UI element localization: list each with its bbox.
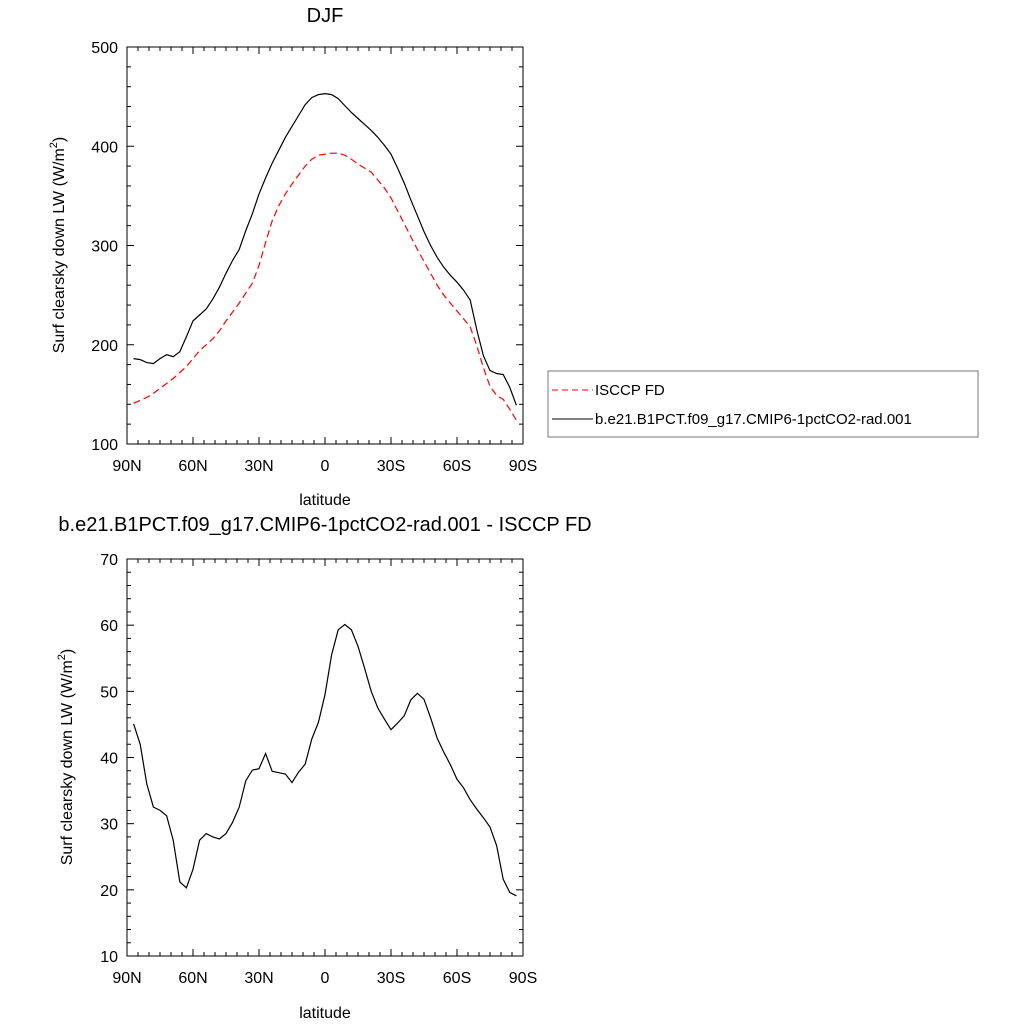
y-axis-label: Surf clearsky down LW (W/m2) — [56, 649, 76, 866]
plot-frame — [126, 558, 524, 957]
x-axis: 90N 60N 30N 0 30S 60S 90S — [112, 559, 537, 987]
x-tick-label: 30S — [377, 970, 405, 987]
y-tick-label: 50 — [100, 684, 118, 701]
x-axis-label: latitude — [299, 492, 351, 509]
y-tick-label: 300 — [91, 239, 118, 256]
x-tick-label: 90S — [509, 458, 537, 475]
legend-label-isccp-fd: ISCCP FD — [595, 382, 665, 399]
series-line-1 — [133, 623, 517, 897]
x-tick-label: 90N — [112, 970, 141, 987]
x-axis: 90N 60N 30N 0 30S 60S 90S — [112, 47, 537, 475]
y-tick-label: 40 — [100, 751, 118, 768]
legend-box — [547, 370, 979, 438]
series-line-1 — [133, 152, 517, 421]
series-group — [133, 623, 517, 897]
y-tick-label: 500 — [91, 40, 118, 57]
series-group — [133, 92, 517, 421]
x-axis-label: latitude — [299, 1005, 351, 1022]
x-tick-label: 30N — [244, 458, 273, 475]
y-tick-label: 10 — [100, 949, 118, 966]
y-tick-label: 70 — [100, 552, 118, 569]
chart-panel-difference: b.e21.B1PCT.f09_g17.CMIP6-1pctCO2-rad.00… — [56, 514, 592, 1022]
y-tick-label: 30 — [100, 817, 118, 834]
x-tick-label: 0 — [321, 970, 330, 987]
chart-panel-djf: DJF 90N 60N 30N 0 30S 60S 90S 100200300400500 … — [48, 5, 537, 509]
x-tick-label: 60S — [443, 970, 471, 987]
series-line-2 — [133, 92, 517, 406]
legend: ISCCP FD b.e21.B1PCT.f09_g17.CMIP6-1pctC… — [547, 370, 979, 438]
x-tick-label: 60N — [178, 970, 207, 987]
chart-title: b.e21.B1PCT.f09_g17.CMIP6-1pctCO2-rad.00… — [58, 514, 591, 536]
x-tick-label: 90N — [112, 458, 141, 475]
y-axis-label: Surf clearsky down LW (W/m2) — [48, 137, 68, 354]
x-tick-label: 90S — [509, 970, 537, 987]
y-tick-label: 400 — [91, 139, 118, 156]
y-axis: 100 200 300 400 500 — [91, 40, 523, 454]
y-axis: 10 20 30 40 50 60 70 — [100, 552, 523, 966]
y-tick-label: 60 — [100, 618, 118, 635]
x-tick-label: 30S — [377, 458, 405, 475]
y-tick-label: 100 — [91, 437, 118, 454]
y-tick-label: 20 — [100, 883, 118, 900]
chart-title: DJF — [307, 5, 344, 27]
x-tick-label: 0 — [321, 458, 330, 475]
x-tick-label: 60N — [178, 458, 207, 475]
plot-frame — [126, 46, 524, 445]
y-tick-label: 200 — [91, 338, 118, 355]
legend-label-model: b.e21.B1PCT.f09_g17.CMIP6-1pctCO2-rad.00… — [595, 411, 912, 428]
x-tick-label: 30N — [244, 970, 273, 987]
x-tick-label: 60S — [443, 458, 471, 475]
